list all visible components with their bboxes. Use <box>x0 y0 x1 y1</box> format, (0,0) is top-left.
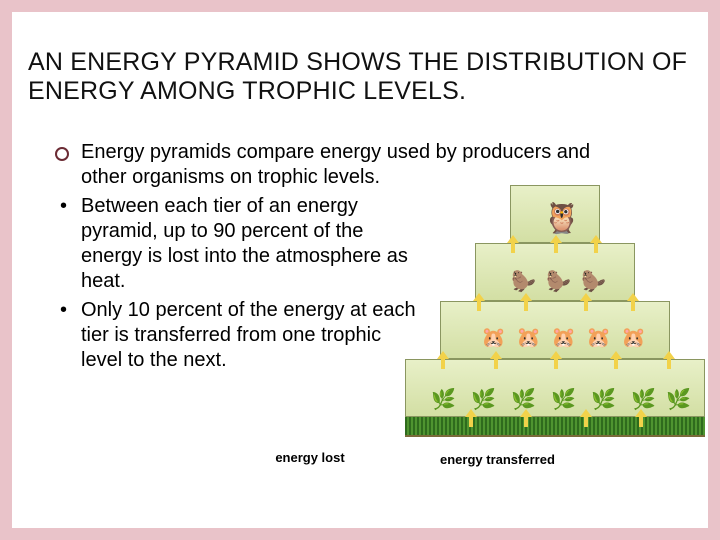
energy-lost-arrow <box>473 293 485 311</box>
energy-lost-label: energy lost <box>270 450 350 465</box>
prairie-dog-icon: 🐹 <box>586 328 611 348</box>
plant-icon: 🌿 <box>666 390 691 410</box>
energy-transferred-arrow <box>520 409 532 427</box>
energy-lost-arrow <box>663 351 675 369</box>
energy-transferred-arrow <box>550 351 562 369</box>
plant-icon: 🌿 <box>631 390 656 410</box>
energy-transferred-arrow <box>550 235 562 253</box>
left-accent-bar <box>0 0 12 540</box>
slide-title: AN ENERGY PYRAMID SHOWS THE DISTRIBUTION… <box>28 48 692 106</box>
energy-transferred-arrow <box>490 351 502 369</box>
pyramid-grass-base <box>405 417 705 437</box>
plant-icon: 🌿 <box>511 390 536 410</box>
plant-icon: 🌿 <box>591 390 616 410</box>
energy-lost-arrow <box>507 235 519 253</box>
prairie-dog-icon: 🐹 <box>551 328 576 348</box>
energy-transferred-arrow <box>635 409 647 427</box>
energy-lost-arrow <box>590 235 602 253</box>
energy-transferred-label: energy transferred <box>440 452 555 467</box>
energy-transferred-arrow <box>465 409 477 427</box>
weasel-icon: 🦫 <box>546 272 571 292</box>
prairie-dog-icon: 🐹 <box>516 328 541 348</box>
energy-pyramid-diagram: 🦉 🦫 🦫 🦫 🐹 🐹 🐹 🐹 🐹 🌿 🌿 🌿 🌿 🌿 🌿 🌿 <box>405 185 705 465</box>
plant-icon: 🌿 <box>551 390 576 410</box>
bullet-item: Between each tier of an energy pyramid, … <box>55 194 415 294</box>
energy-lost-arrow <box>437 351 449 369</box>
energy-transferred-arrow <box>580 293 592 311</box>
energy-transferred-arrow <box>610 351 622 369</box>
prairie-dog-icon: 🐹 <box>481 328 506 348</box>
energy-transferred-arrow <box>520 293 532 311</box>
prairie-dog-icon: 🐹 <box>621 328 646 348</box>
weasel-icon: 🦫 <box>511 272 536 292</box>
plant-icon: 🌿 <box>471 390 496 410</box>
weasel-icon: 🦫 <box>581 272 606 292</box>
energy-lost-arrow <box>627 293 639 311</box>
energy-transferred-arrow <box>580 409 592 427</box>
owl-icon: 🦉 <box>543 204 580 234</box>
bullet-item: Only 10 percent of the energy at each ti… <box>55 298 425 373</box>
bullet-item: Energy pyramids compare energy used by p… <box>55 140 615 190</box>
plant-icon: 🌿 <box>431 390 456 410</box>
